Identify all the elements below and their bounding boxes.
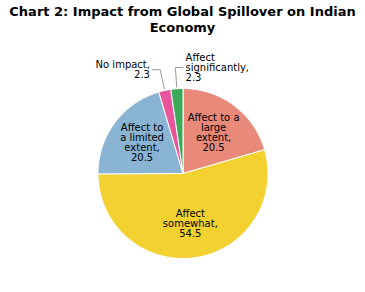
html-text:Chart 2: Impact from Global Sp: Chart 2: Impact from Global Spillover on… (9, 4, 356, 35)
svg-text:Affect toa limitedextent,20.5: Affect toa limitedextent,20.5 (120, 122, 164, 163)
svg-text:Affect to alargeextent,20.5: Affect to alargeextent,20.5 (188, 112, 240, 153)
svg-text:Affectsomewhat,54.5: Affectsomewhat,54.5 (163, 208, 218, 239)
svg-text:No impact,2.3: No impact,2.3 (96, 59, 150, 80)
svg-text:Affectsignificantly,2.3: Affectsignificantly,2.3 (186, 52, 250, 83)
